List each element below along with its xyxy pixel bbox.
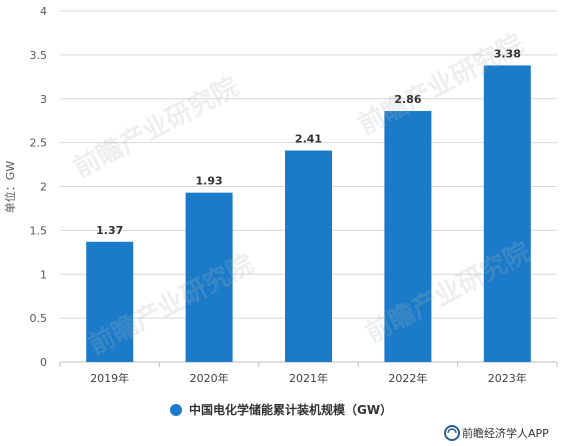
x-tick-label: 2021年 bbox=[289, 371, 328, 385]
chart-labels: 0 0.5 1 1.5 2 2.5 3 3.5 4 1.37 2019年 1.93 2020年 2.41 2… bbox=[30, 5, 527, 385]
y-tick-label: 1 bbox=[40, 268, 47, 281]
watermark-text: 前瞻产业研究院 bbox=[68, 71, 243, 184]
y-tick-label: 2.5 bbox=[30, 137, 48, 150]
qianzhan-logo-icon bbox=[444, 425, 460, 441]
legend: 中国电化学储能累计装机规模（GW） bbox=[170, 402, 392, 417]
data-label: 2.86 bbox=[394, 93, 421, 106]
footer-brand-text: 前瞻经济学人APP bbox=[462, 426, 549, 440]
y-tick-label: 3 bbox=[40, 93, 47, 106]
y-tick-label: 0 bbox=[40, 356, 47, 369]
bar bbox=[483, 65, 531, 362]
x-tick-label: 2020年 bbox=[190, 371, 229, 385]
data-label: 3.38 bbox=[494, 47, 521, 60]
bars bbox=[86, 65, 531, 362]
data-label: 1.37 bbox=[96, 224, 123, 237]
data-label: 2.41 bbox=[295, 133, 322, 146]
x-tick-label: 2019年 bbox=[90, 371, 129, 385]
y-axis-title: 单位：GW bbox=[3, 161, 17, 214]
bar bbox=[86, 241, 134, 362]
y-tick-label: 4 bbox=[40, 5, 47, 18]
y-tick-label: 3.5 bbox=[30, 49, 48, 62]
legend-label: 中国电化学储能累计装机规模（GW） bbox=[189, 402, 392, 417]
y-tick-label: 1.5 bbox=[30, 224, 48, 237]
x-tick-label: 2023年 bbox=[488, 371, 527, 385]
y-tick-label: 0.5 bbox=[30, 312, 48, 325]
data-label: 1.93 bbox=[196, 175, 223, 188]
y-tick-label: 2 bbox=[40, 181, 47, 194]
x-tick-label: 2022年 bbox=[388, 371, 427, 385]
legend-marker bbox=[170, 404, 182, 416]
bar bbox=[285, 150, 332, 362]
footer-brand: 前瞻经济学人APP bbox=[444, 425, 549, 441]
bar bbox=[185, 192, 233, 362]
bar bbox=[384, 111, 432, 362]
